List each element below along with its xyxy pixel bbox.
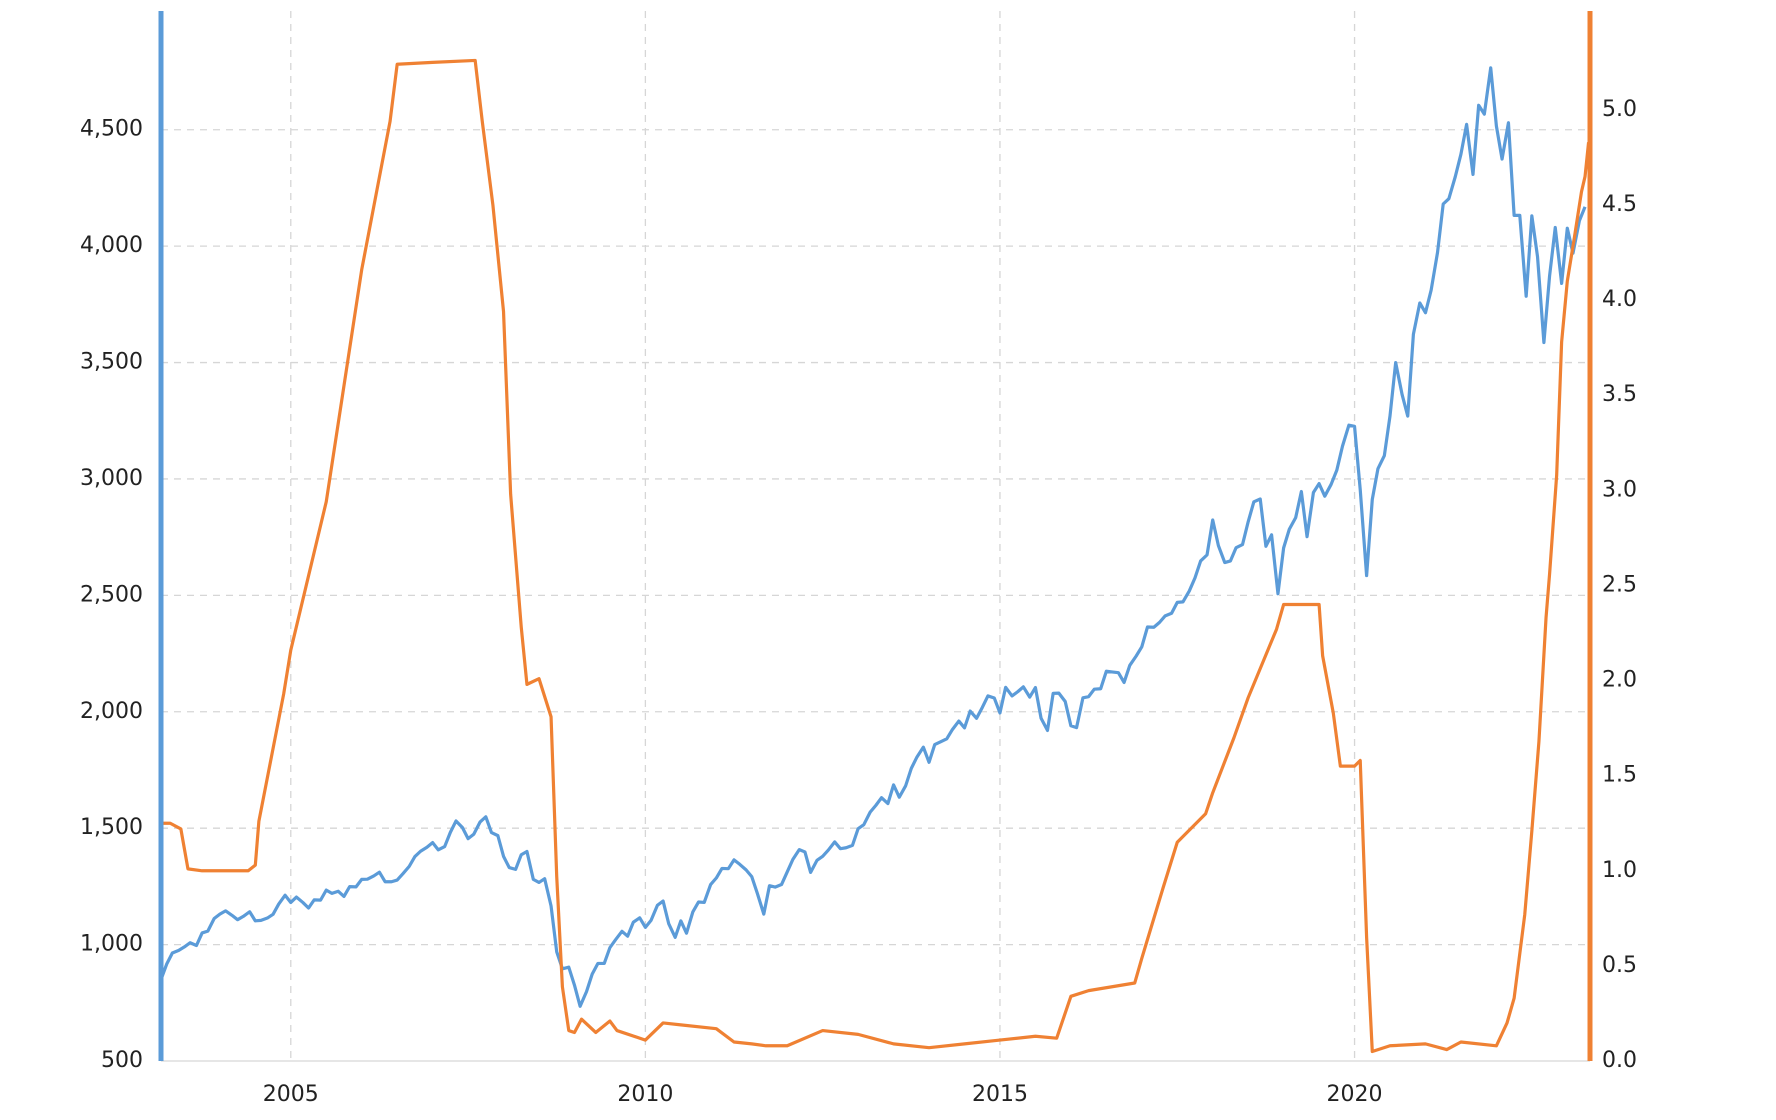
y2-tick-label: 2.5	[1602, 572, 1637, 597]
y-tick-label: 4,500	[80, 117, 143, 142]
x-tick-label: 2005	[263, 1082, 319, 1107]
y-tick-label: 1,000	[80, 932, 143, 957]
y-tick-label: 500	[101, 1048, 143, 1073]
y-tick-label: 2,500	[80, 582, 143, 607]
y2-tick-label: 5.0	[1602, 97, 1637, 122]
y2-tick-label: 2.0	[1602, 668, 1637, 693]
y2-tick-label: 1.5	[1602, 763, 1637, 788]
y-tick-label: 3,500	[80, 350, 143, 375]
y2-tick-label: 0.0	[1602, 1048, 1637, 1073]
y2-tick-label: 4.5	[1602, 192, 1637, 217]
y-tick-label: 4,000	[80, 233, 143, 258]
x-tick-label: 2015	[972, 1082, 1028, 1107]
x-tick-label: 2020	[1327, 1082, 1383, 1107]
y2-tick-label: 0.5	[1602, 953, 1637, 978]
line-series	[159, 66, 1587, 1008]
y-tick-label: 2,000	[80, 699, 143, 724]
y2-tick-label: 3.5	[1602, 382, 1637, 407]
y2-tick-label: 4.0	[1602, 287, 1637, 312]
line-series	[161, 58, 1591, 1054]
y2-tick-label: 1.0	[1602, 858, 1637, 883]
y2-tick-label: 3.0	[1602, 477, 1637, 502]
x-tick-label: 2010	[617, 1082, 673, 1107]
y-tick-label: 1,500	[80, 815, 143, 840]
y-tick-label: 3,000	[80, 466, 143, 491]
